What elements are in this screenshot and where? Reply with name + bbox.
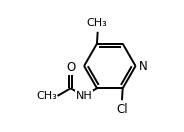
Text: NH: NH — [75, 91, 92, 101]
Text: Cl: Cl — [116, 103, 128, 116]
Text: N: N — [139, 60, 148, 72]
Text: CH₃: CH₃ — [36, 91, 57, 101]
Text: CH₃: CH₃ — [87, 18, 108, 28]
Text: O: O — [66, 61, 75, 74]
